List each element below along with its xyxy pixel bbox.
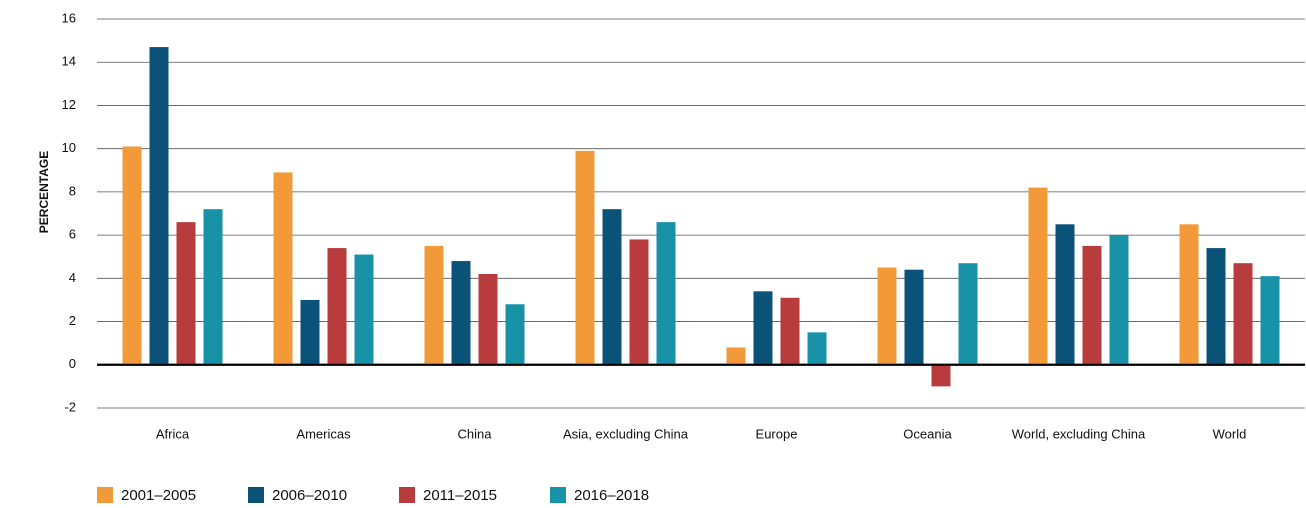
bar [203, 209, 223, 365]
legend-label: 2016–2018 [574, 487, 649, 504]
bar [575, 150, 595, 365]
bar [780, 297, 800, 365]
y-tick-label: 4 [69, 270, 76, 285]
x-tick-label: China [458, 426, 493, 441]
bar [807, 332, 827, 365]
y-tick-label: 12 [62, 97, 76, 112]
bar [1233, 263, 1253, 365]
x-tick-label: Asia, excluding China [563, 426, 689, 441]
bar [1109, 235, 1129, 365]
y-tick-label: -2 [64, 399, 76, 414]
y-tick-label: 10 [62, 140, 76, 155]
bar [327, 248, 347, 365]
bar [726, 347, 746, 365]
bar [273, 172, 293, 365]
y-tick-label: 14 [62, 54, 76, 69]
x-tick-label: Americas [296, 426, 351, 441]
bar [904, 269, 924, 365]
bar [1206, 248, 1226, 365]
bar [122, 146, 142, 365]
bar [656, 222, 676, 365]
y-tick-label: 6 [69, 227, 76, 242]
y-axis-label: PERCENTAGE [37, 151, 51, 233]
legend-swatch [399, 487, 415, 503]
bar [424, 245, 444, 365]
legend-label: 2001–2005 [121, 487, 196, 504]
bar [1028, 187, 1048, 365]
x-tick-label: World, excluding China [1012, 426, 1146, 441]
bar [931, 364, 951, 387]
x-tick-label: Africa [156, 426, 190, 441]
y-tick-label: 2 [69, 313, 76, 328]
bar [753, 291, 773, 365]
bar [505, 304, 525, 365]
bar [149, 47, 169, 365]
y-tick-label: 16 [62, 10, 76, 25]
bar [354, 254, 374, 365]
bar [1260, 276, 1280, 365]
bar [451, 261, 471, 365]
legend-swatch [550, 487, 566, 503]
bar [877, 267, 897, 365]
bar [478, 274, 498, 365]
bar [300, 299, 320, 365]
bar [958, 263, 978, 365]
legend-swatch [97, 487, 113, 503]
legend-label: 2011–2015 [423, 487, 497, 504]
x-tick-label: World [1213, 426, 1247, 441]
x-tick-label: Europe [756, 426, 798, 441]
y-tick-label: 0 [69, 356, 76, 371]
bar [602, 209, 622, 365]
x-tick-label: Oceania [903, 426, 952, 441]
bar [1179, 224, 1199, 365]
legend-label: 2006–2010 [272, 487, 347, 504]
bar [1055, 224, 1075, 365]
y-tick-label: 8 [69, 183, 76, 198]
bar [176, 222, 196, 365]
legend-swatch [248, 487, 264, 503]
bar [1082, 245, 1102, 365]
bar [629, 239, 649, 365]
